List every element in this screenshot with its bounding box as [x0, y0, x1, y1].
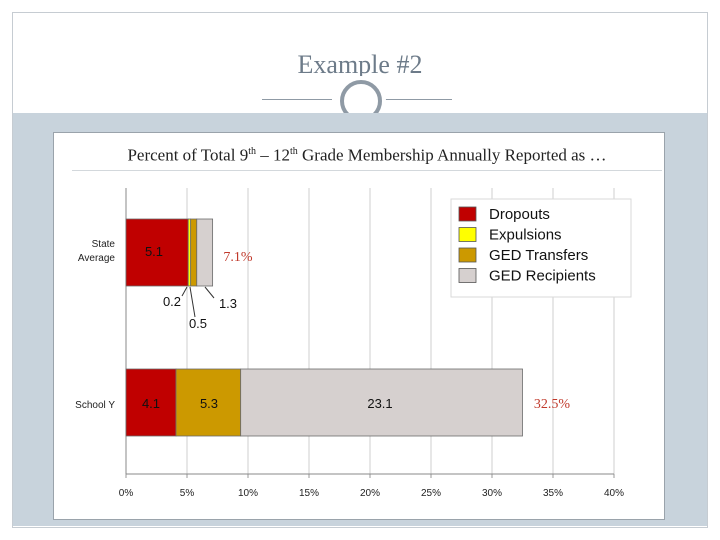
- x-tick-label-5: 5%: [180, 488, 195, 499]
- bar-school-y-dropouts: [125, 368, 177, 437]
- data-label-state-average-ged-transfers: 0.5: [189, 316, 207, 331]
- data-label-school-y-dropouts: 4.1: [142, 396, 160, 411]
- bar-state-average-dropouts: [125, 218, 189, 287]
- data-label-state-average-expulsions: 0.2: [163, 294, 181, 309]
- bar-school-y-ged-recipients: [240, 368, 523, 437]
- legend-swatch-dropouts: [458, 206, 477, 222]
- legend-label-ged-transfers: GED Transfers: [489, 247, 588, 264]
- data-label-school-y-ged-recipients: 23.1: [367, 396, 392, 411]
- header-text-suffix: Grade Membership Annually Reported as …: [297, 145, 607, 165]
- bar-school-y-ged-transfers: [175, 368, 242, 437]
- legend-label-dropouts: Dropouts: [489, 206, 550, 223]
- legend-swatch-ged-recipients: [458, 268, 477, 283]
- x-tick-label-10: 10%: [238, 488, 258, 499]
- x-tick-label-35: 35%: [543, 488, 563, 499]
- legend-label-expulsions: Expulsions: [489, 227, 562, 244]
- data-label-school-y-ged-transfers: 5.3: [200, 396, 218, 411]
- x-tick-label-25: 25%: [421, 488, 441, 499]
- category-label-state-average-line-1: Average: [78, 253, 116, 264]
- legend-box: [450, 198, 632, 298]
- bar-state-average-ged-recipients: [196, 218, 214, 287]
- title-rule-left: [262, 99, 332, 100]
- chart-panel: [53, 132, 665, 520]
- x-tick-label-15: 15%: [299, 488, 319, 499]
- header-sup-1: th: [248, 146, 256, 157]
- leader-line-state-average-expulsions: [181, 286, 188, 297]
- legend-label-ged-recipients: GED Recipients: [489, 268, 596, 285]
- x-tick-label-0: 0%: [119, 488, 134, 499]
- data-label-state-average-dropouts: 5.1: [145, 244, 163, 259]
- x-tick-label-40: 40%: [604, 488, 624, 499]
- header-text-prefix: Percent of Total 9: [127, 145, 249, 165]
- category-label-school-y: School Y: [75, 400, 115, 411]
- leader-line-state-average-ged-recipients: [204, 286, 215, 299]
- total-label-school-y: 32.5%: [534, 397, 571, 412]
- total-label-state-average: 7.1%: [223, 250, 253, 265]
- x-tick-label-30: 30%: [482, 488, 502, 499]
- header-text-middle: – 12: [256, 145, 290, 165]
- title-rule-right: [382, 99, 452, 100]
- category-label-state-average-line-0: State: [92, 239, 116, 250]
- x-tick-label-20: 20%: [360, 488, 380, 499]
- bar-state-average-ged-transfers: [190, 218, 198, 287]
- slide-title: Example #2: [297, 50, 423, 79]
- data-label-state-average-ged-recipients: 1.3: [219, 296, 237, 311]
- legend-swatch-expulsions: [458, 227, 477, 242]
- header-sup-2: th: [290, 146, 298, 157]
- legend-swatch-ged-transfers: [458, 247, 477, 263]
- chart-header: Percent of Total 9th – 12th Grade Member…: [72, 134, 662, 171]
- leader-line-state-average-ged-transfers: [189, 286, 196, 318]
